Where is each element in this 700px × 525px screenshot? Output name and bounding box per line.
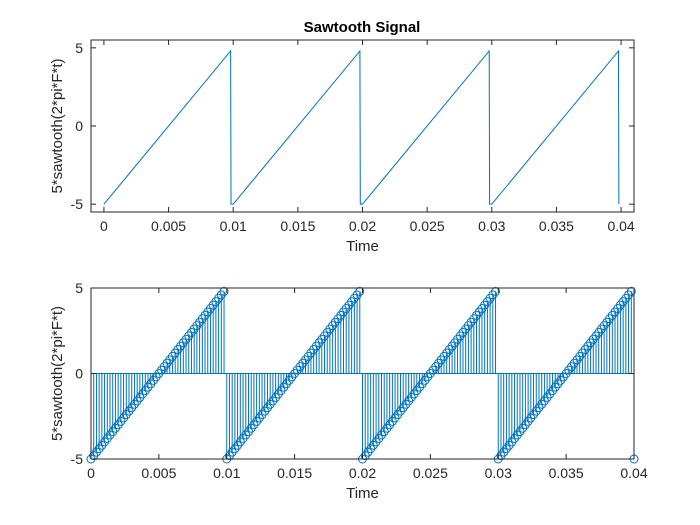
y-axis-label: 5*sawtooth(2*pi*F*t) xyxy=(49,58,66,193)
y-axis-label: 5*sawtooth(2*pi*F*t) xyxy=(49,306,66,441)
x-tick-label: 0.025 xyxy=(410,218,445,234)
stem-marker xyxy=(219,286,229,296)
x-tick-label: 0.015 xyxy=(277,465,312,481)
series-sawtooth xyxy=(103,49,620,205)
x-tick-label: 0.005 xyxy=(151,218,186,234)
x-tick-label: 0.035 xyxy=(539,218,574,234)
x-tick-label: 0.03 xyxy=(478,218,505,234)
x-tick-label: 0 xyxy=(87,465,95,481)
x-tick-label: 0.015 xyxy=(280,218,315,234)
y-tick-label: 0 xyxy=(75,118,83,134)
stem-marker xyxy=(355,286,365,296)
x-tick-label: 0.025 xyxy=(413,465,448,481)
x-tick-label: 0.02 xyxy=(349,465,376,481)
x-tick-label: 0.02 xyxy=(349,218,376,234)
y-tick-label: 0 xyxy=(75,366,83,382)
x-tick-label: 0.01 xyxy=(220,218,247,234)
x-tick-label: 0 xyxy=(100,218,108,234)
axes-top: 0 0.005 0.01 0.015 0.02 0.025 0.03 0.035 0.04 -5 0… xyxy=(49,39,635,255)
x-tick-label: 0.035 xyxy=(549,465,584,481)
x-tick-label: 0.01 xyxy=(213,465,240,481)
x-tick-label: 0.04 xyxy=(620,465,647,481)
x-tick-label: 0.04 xyxy=(607,218,634,234)
stem-marker xyxy=(491,286,501,296)
y-tick-label: -5 xyxy=(71,451,84,467)
x-axis-label: Time xyxy=(346,485,379,502)
y-tick-label: -5 xyxy=(71,196,84,212)
y-tick-label: 5 xyxy=(75,280,83,296)
plot-area xyxy=(91,40,634,212)
chart-title: Sawtooth Signal xyxy=(304,19,421,36)
series-sawtooth xyxy=(86,286,639,464)
axes-bottom: 0 0.005 0.01 0.015 0.02 0.025 0.03 0.035 0.04-50… xyxy=(49,280,648,502)
x-tick-label: 0.03 xyxy=(485,465,512,481)
y-tick-label: 5 xyxy=(75,40,83,56)
stem-marker xyxy=(626,286,636,296)
x-axis-label: Time xyxy=(346,238,379,255)
sawtooth-line xyxy=(103,49,620,205)
x-tick-label: 0.005 xyxy=(141,465,176,481)
